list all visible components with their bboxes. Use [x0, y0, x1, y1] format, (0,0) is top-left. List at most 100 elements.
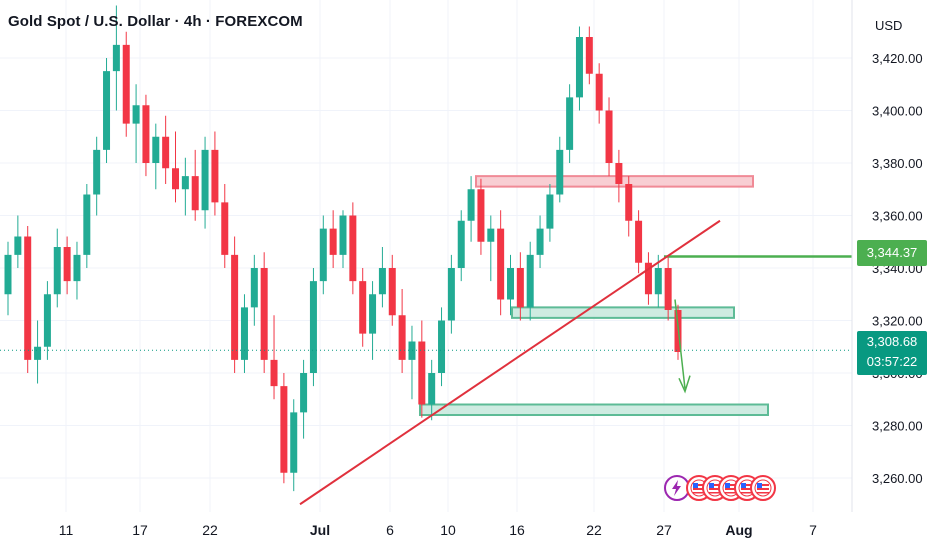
candle-body: [34, 346, 42, 360]
candle-body: [457, 220, 465, 268]
candle-body: [201, 149, 209, 211]
y-tick-label: 3,320.00: [872, 314, 923, 329]
candle-body: [556, 149, 564, 195]
candle-body: [487, 228, 495, 242]
candle-body: [172, 168, 179, 190]
last-price-tag: 3,308.68 03:57:22: [857, 331, 927, 375]
support-zone-lower: [419, 403, 769, 416]
x-tick-label: Jul: [310, 522, 330, 538]
candle-body: [595, 73, 603, 111]
candle-body: [300, 373, 308, 413]
x-tick-label: Aug: [725, 522, 752, 538]
x-tick-label: 17: [132, 522, 148, 538]
candle-body: [438, 320, 446, 373]
candle-body: [43, 294, 51, 347]
y-tick-label: 3,420.00: [872, 51, 923, 66]
chart-title: Gold Spot / U.S. Dollar · 4h · FOREXCOM: [8, 13, 303, 30]
drawings: [0, 219, 852, 506]
candle-body: [260, 268, 268, 360]
candle-body: [467, 189, 475, 221]
candle-body: [83, 194, 91, 255]
y-tick-label: 3,280.00: [872, 419, 923, 434]
candle-body: [497, 228, 505, 300]
y-tick-label: 3,360.00: [872, 209, 923, 224]
candle-body: [181, 176, 189, 190]
candle-body: [615, 163, 623, 184]
candle-body: [526, 254, 534, 308]
candle-body: [408, 341, 416, 360]
us-flag-icon[interactable]: [750, 475, 776, 501]
candle-body: [221, 202, 229, 255]
candle-body: [566, 97, 574, 150]
candle-body: [240, 307, 248, 360]
candle-body: [605, 110, 613, 163]
x-tick-label: 16: [509, 522, 525, 538]
x-tick-label: 7: [809, 522, 817, 538]
y-tick-label: 3,260.00: [872, 471, 923, 486]
candle-body: [507, 268, 514, 300]
x-tick-label: 6: [386, 522, 394, 538]
candle-body: [546, 194, 554, 229]
candle-body: [378, 268, 386, 295]
candles: [4, 5, 682, 492]
resistance-zone: [475, 175, 754, 188]
axes: 11 17 22 Jul 6 10 16 22 27 Aug 7 3,260.00 3,280.00 3,…: [59, 0, 923, 538]
candle-body: [93, 149, 101, 195]
y-tick-label: 3,400.00: [872, 104, 923, 119]
candle-body: [359, 281, 367, 334]
candle-body: [309, 281, 317, 373]
candle-body: [191, 176, 199, 211]
candle-body: [152, 136, 160, 163]
level-price-tag: 3,344.37: [857, 240, 927, 266]
candle-body: [349, 215, 357, 282]
candle-body: [388, 268, 396, 316]
trendline: [299, 219, 721, 506]
candle-body: [270, 359, 278, 387]
currency-label: USD: [875, 18, 902, 33]
candle-body: [63, 247, 71, 282]
candle-body: [536, 228, 544, 255]
zones: [419, 175, 769, 416]
candle-body: [132, 105, 140, 124]
last-price: 3,308.68: [866, 334, 918, 349]
candle-body: [625, 184, 633, 221]
candle-body: [664, 268, 672, 310]
candle-body: [103, 71, 111, 150]
candle-body: [162, 136, 170, 169]
x-tick-label: 27: [656, 522, 672, 538]
candle-body: [585, 37, 593, 74]
candle-body: [231, 254, 239, 360]
candle-body: [211, 149, 219, 203]
y-tick-label: 3,380.00: [872, 156, 923, 171]
candle-body: [575, 37, 583, 98]
countdown: 03:57:22: [866, 354, 918, 369]
candle-body: [122, 44, 130, 124]
candle-body: [280, 386, 288, 473]
candle-body: [428, 373, 436, 405]
candle-body: [73, 254, 81, 282]
candle-body: [339, 215, 347, 255]
candle-body: [418, 341, 426, 405]
lightning-icon[interactable]: [664, 475, 690, 501]
candle-body: [447, 268, 455, 321]
candle-body: [644, 262, 652, 295]
candle-body: [53, 247, 61, 295]
projection-arrow: [674, 299, 686, 389]
candle-body: [516, 268, 524, 308]
candle-body: [112, 44, 120, 72]
x-tick-label: 10: [440, 522, 456, 538]
grid: [0, 0, 852, 512]
candle-body: [329, 228, 337, 255]
candle-body: [398, 315, 406, 360]
x-tick-label: 22: [586, 522, 602, 538]
candle-body: [319, 228, 327, 282]
x-tick-label: 22: [202, 522, 218, 538]
candle-body: [654, 268, 662, 295]
candle-body: [4, 254, 12, 295]
projection-arrowhead: [678, 375, 691, 394]
candle-body: [14, 236, 22, 255]
candle-body: [290, 412, 298, 473]
candle-body: [369, 294, 377, 334]
